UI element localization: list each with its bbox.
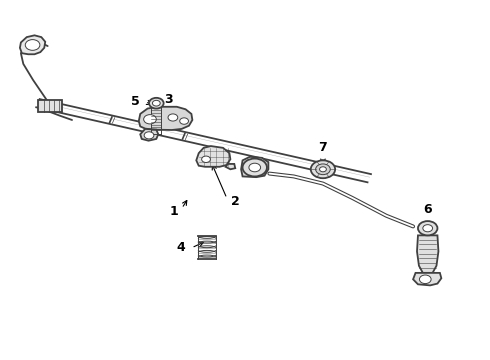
Circle shape bbox=[319, 167, 326, 172]
Polygon shape bbox=[36, 99, 371, 182]
Circle shape bbox=[311, 160, 335, 178]
Text: 1: 1 bbox=[170, 204, 179, 217]
Circle shape bbox=[25, 40, 40, 50]
Circle shape bbox=[202, 156, 210, 162]
Text: 5: 5 bbox=[130, 95, 139, 108]
Circle shape bbox=[249, 163, 261, 172]
Circle shape bbox=[418, 221, 438, 235]
Text: 4: 4 bbox=[177, 241, 186, 255]
Circle shape bbox=[168, 114, 178, 121]
Text: 7: 7 bbox=[318, 141, 327, 154]
Polygon shape bbox=[20, 35, 45, 54]
Polygon shape bbox=[140, 129, 158, 141]
Text: 2: 2 bbox=[231, 195, 240, 208]
Text: 3: 3 bbox=[164, 93, 173, 106]
Polygon shape bbox=[139, 107, 193, 130]
Circle shape bbox=[316, 164, 330, 175]
Circle shape bbox=[149, 98, 164, 109]
Polygon shape bbox=[225, 164, 235, 169]
Circle shape bbox=[180, 118, 189, 124]
Circle shape bbox=[243, 158, 267, 176]
Circle shape bbox=[419, 275, 431, 284]
Circle shape bbox=[423, 225, 433, 232]
Circle shape bbox=[144, 114, 156, 124]
Polygon shape bbox=[241, 157, 269, 177]
Polygon shape bbox=[38, 100, 62, 112]
Text: 6: 6 bbox=[423, 203, 432, 216]
Circle shape bbox=[152, 100, 160, 106]
Polygon shape bbox=[196, 146, 230, 167]
Polygon shape bbox=[413, 273, 441, 285]
Circle shape bbox=[144, 132, 154, 139]
Polygon shape bbox=[417, 235, 439, 273]
